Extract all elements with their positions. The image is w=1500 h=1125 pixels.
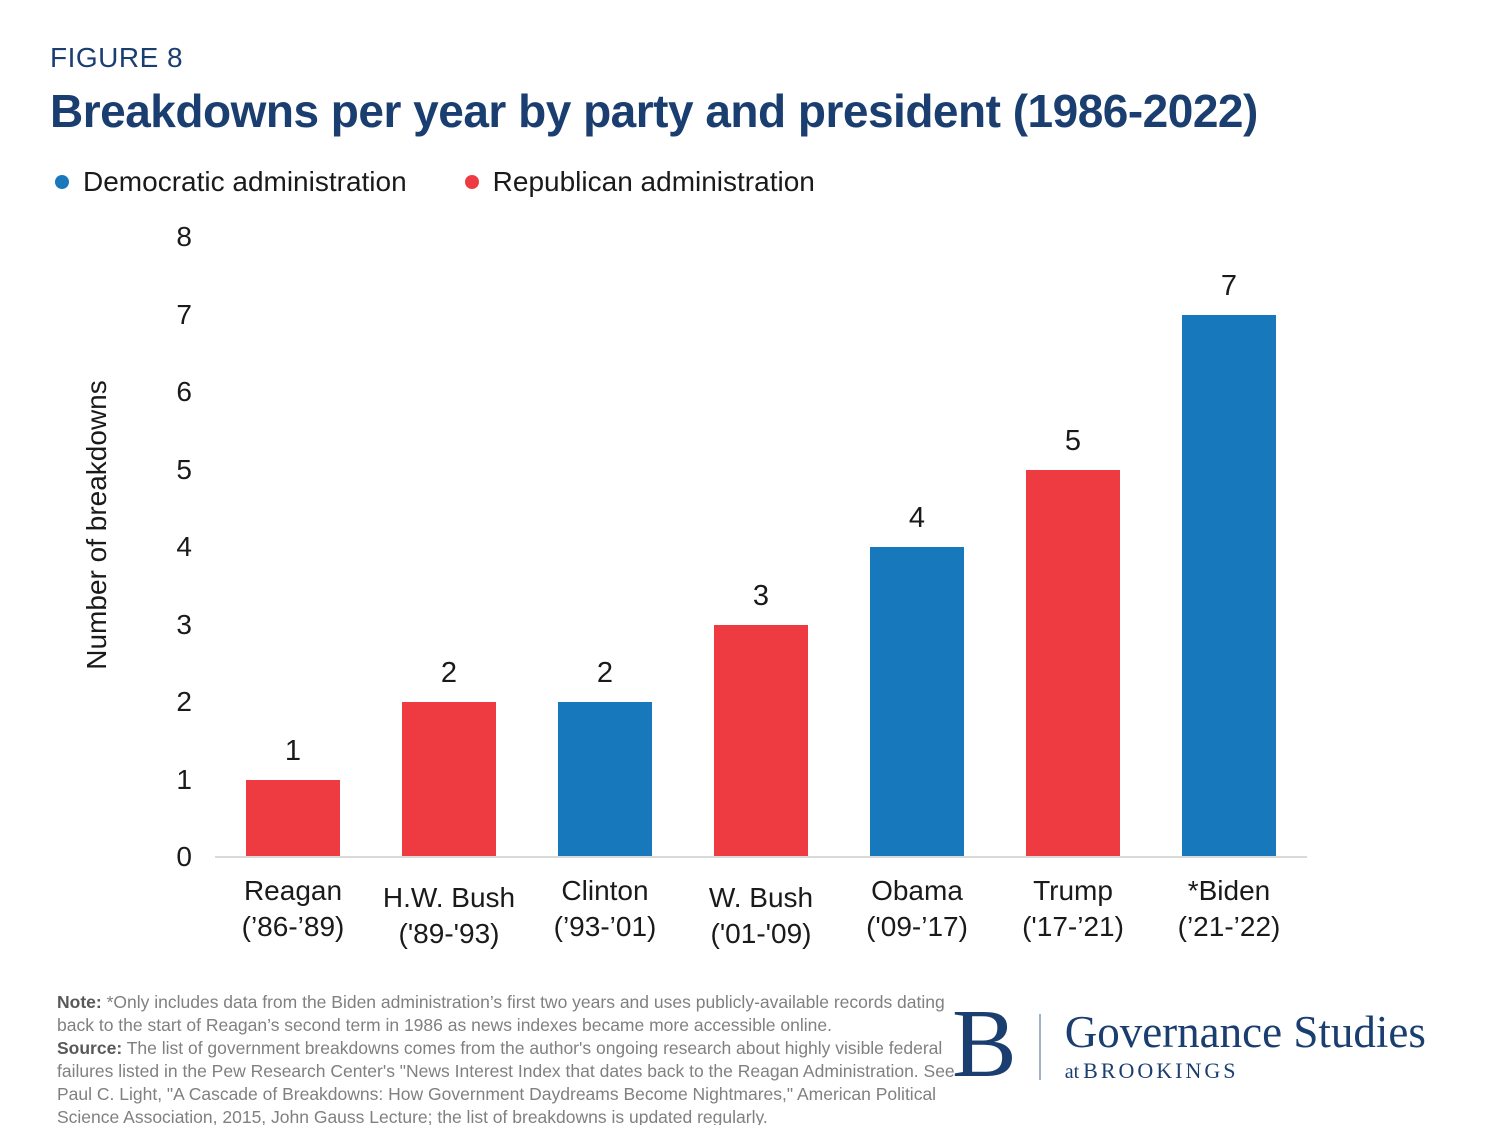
note-line: Note: *Only includes data from the Biden… <box>57 992 945 1012</box>
president-years: ('89-'93) <box>398 918 500 949</box>
note-line: Paul C. Light, "A Cascade of Breakdowns:… <box>57 1084 937 1104</box>
bar-group-wbush: 3 W. Bush ('01-'09) <box>683 237 839 950</box>
legend-label: Democratic administration <box>83 166 407 197</box>
x-axis-label: *Biden (’21-’22) <box>1151 873 1307 945</box>
president-name: Obama <box>871 875 963 906</box>
x-axis-label: H.W. Bush ('89-'93) <box>371 873 527 952</box>
y-axis-title: Number of breakdowns <box>81 380 112 670</box>
bar-group-biden: 7 *Biden (’21-’22) <box>1151 237 1307 943</box>
bar-republican <box>402 702 496 857</box>
logo-org: BROOKINGS <box>1083 1058 1239 1083</box>
legend-item-democratic: Democratic administration <box>55 166 407 198</box>
bar-value-label: 5 <box>1064 424 1082 457</box>
bar-group-trump: 5 Trump ('17-’21) <box>995 237 1151 943</box>
bar-republican <box>1026 469 1120 857</box>
president-years: (’93-’01) <box>553 911 657 942</box>
y-tick-4: 4 <box>176 531 192 562</box>
president-name: H.W. Bush <box>382 882 516 913</box>
bar-value-label: 3 <box>752 579 770 612</box>
page-title: Breakdowns per year by party and preside… <box>50 85 1258 137</box>
logo-governance-studies: Governance Studies <box>1064 1007 1426 1057</box>
x-axis-line <box>215 856 1307 858</box>
bar-value-label: 4 <box>908 502 926 534</box>
president-years: ('17-’21) <box>1022 911 1124 942</box>
bar-group-hwbush: 2 H.W. Bush ('89-'93) <box>371 237 527 949</box>
president-name: *Biden <box>1187 875 1271 906</box>
y-tick-0: 0 <box>176 841 192 872</box>
note-text: Note: *Only includes data from the Biden… <box>57 991 955 1125</box>
legend-label: Republican administration <box>492 166 815 197</box>
logo-at-brookings: at BROOKINGS <box>1065 1058 1426 1084</box>
bar-democratic <box>870 547 964 857</box>
bar-group-clinton: 2 Clinton (’93-’01) <box>527 237 683 942</box>
y-axis-ticks: 0 1 2 3 4 5 6 7 8 <box>120 221 192 872</box>
y-tick-3: 3 <box>176 608 192 640</box>
president-name: Clinton <box>561 875 649 906</box>
president-name: Trump <box>1033 875 1113 906</box>
president-years: (’21-’22) <box>1177 911 1281 942</box>
note-line: failures listed in the Pew Research Cent… <box>57 1061 955 1081</box>
x-axis-label: W. Bush ('01-'09) <box>683 873 839 952</box>
y-tick-6: 6 <box>176 376 192 407</box>
president-years: ('09-’17) <box>866 911 968 942</box>
democratic-dot-icon <box>55 175 69 189</box>
x-axis-label: Reagan (’86-’89) <box>215 873 371 945</box>
bar-democratic <box>1182 314 1276 857</box>
y-tick-5: 5 <box>176 453 192 485</box>
logo-divider <box>1038 1014 1041 1080</box>
brookings-b-mark: B <box>952 990 1017 1097</box>
plot-area: 1 Reagan (’86-’89) 2 H.W. Bush ('89-'93) 2 Clin… <box>215 237 1307 950</box>
bar-democratic <box>558 702 652 857</box>
y-tick-7: 7 <box>176 298 192 330</box>
brookings-logo: B Governance Studies at BROOKINGS <box>952 990 1426 1097</box>
president-years: ('01-'09) <box>710 918 812 949</box>
bar-republican <box>246 779 340 857</box>
bar-value-label: 1 <box>284 734 302 767</box>
y-tick-1: 1 <box>176 763 192 795</box>
y-tick-8: 8 <box>176 221 192 252</box>
x-axis-label: Trump ('17-’21) <box>995 873 1151 945</box>
bar-value-label: 7 <box>1220 269 1238 302</box>
note-line: Source: The list of government breakdown… <box>57 1038 943 1058</box>
x-axis-label: Obama ('09-’17) <box>839 873 995 945</box>
note-line: back to the start of Reagan’s second ter… <box>57 1015 832 1035</box>
bar-republican <box>714 624 808 857</box>
legend-item-republican: Republican administration <box>464 166 815 198</box>
logo-at: at <box>1064 1061 1080 1083</box>
bar-group-obama: 4 Obama ('09-’17) <box>839 237 995 942</box>
republican-dot-icon <box>464 175 479 189</box>
logo-text: Governance Studies at BROOKINGS <box>1065 1008 1426 1084</box>
president-name: Reagan <box>243 875 343 906</box>
bar-columns: 1 Reagan (’86-’89) 2 H.W. Bush ('89-'93) 2 Clin… <box>215 237 1307 950</box>
x-axis-label: Clinton (’93-’01) <box>527 873 683 945</box>
bar-value-label: 2 <box>440 657 458 689</box>
figure-label: FIGURE 8 <box>50 42 184 73</box>
chart-legend: Democratic administration Republican admi… <box>55 166 815 198</box>
bar-value-label: 2 <box>596 657 614 689</box>
bar-group-reagan: 1 Reagan (’86-’89) <box>215 237 371 943</box>
president-name: W. Bush <box>708 882 814 913</box>
y-tick-2: 2 <box>176 686 192 717</box>
president-years: (’86-’89) <box>241 911 345 942</box>
note-line: Science Association, 2015, John Gauss Le… <box>57 1107 768 1125</box>
